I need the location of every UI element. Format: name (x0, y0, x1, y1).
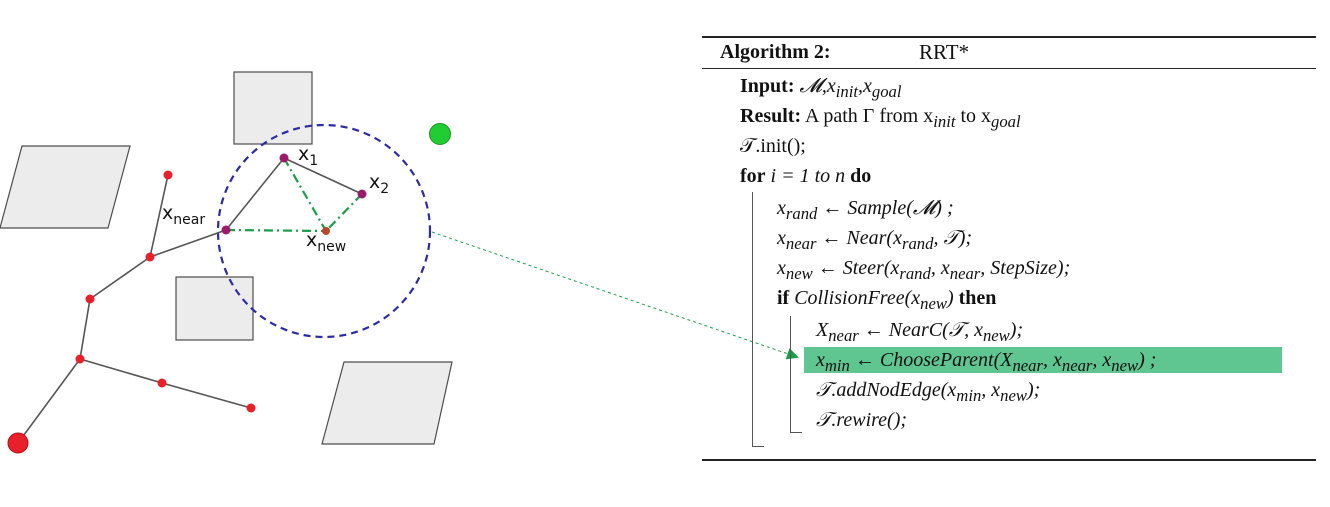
add-edge-line: 𝒯.addNodEdge(xmin, xnew); (816, 379, 1041, 405)
top-rule (702, 36, 1316, 38)
choose-parent-highlight (804, 347, 1282, 373)
algorithm-name: RRT* (919, 40, 970, 64)
near-radius-circle (216, 123, 432, 339)
label-x-new: xnew (306, 229, 346, 255)
candidate-edge-x1-new (283, 157, 327, 232)
tree-edge (79, 298, 91, 360)
tree-node (145, 252, 155, 262)
if-bracket (790, 316, 791, 432)
tree-edges (17, 157, 363, 444)
tree-edge (225, 157, 285, 231)
candidate-edge-near-new (225, 228, 327, 233)
start-node (7, 432, 29, 454)
if-bracket-end (790, 432, 802, 433)
steer-line: xnew ← Steer(xrand, xnear, StepSize); (777, 257, 1071, 283)
choose-parent-line: xmin ← ChooseParent(Xnear, xnear, xnew) … (816, 349, 1157, 375)
result-line: Result: A path Γ from xinit to xgoal (740, 105, 1021, 131)
near-c-line: Xnear ← NearC(𝒯, xnew); (816, 319, 1024, 345)
label-x-near: xnear (162, 202, 205, 228)
for-loop-bracket (752, 192, 753, 446)
tree-edge (149, 229, 227, 258)
tree-nodes (7, 123, 451, 454)
rewire-line: 𝒯.rewire(); (816, 409, 908, 431)
tree-node (85, 294, 95, 304)
connector-arrow (431, 231, 799, 360)
init-line: 𝒯.init(); (740, 135, 806, 157)
near-line: xnear ← Near(xrand, 𝒯); (777, 227, 973, 253)
for-loop-bracket-end (752, 446, 764, 447)
tree-edge (283, 157, 363, 195)
tree-node (246, 403, 256, 413)
tree-edge (161, 382, 252, 409)
obstacle-parallelogram-left (0, 145, 131, 229)
header-rule (702, 68, 1316, 69)
obstacle-parallelogram-right (321, 361, 453, 445)
tree-edge (17, 358, 81, 444)
label-x2: x2 (369, 171, 389, 197)
obstacles (0, 71, 453, 445)
tree-node (75, 354, 85, 364)
label-x1: x1 (298, 143, 318, 169)
node-x-near (221, 225, 231, 235)
node-x1 (279, 153, 289, 163)
tree-edge (149, 174, 169, 258)
tree-node (163, 170, 173, 180)
candidate-edges (225, 157, 363, 233)
tree-node (157, 378, 167, 388)
algorithm-box: Algorithm 2: RRT* Input: 𝓜,xinit,xgoal R… (702, 36, 1316, 461)
node-x2 (357, 189, 367, 199)
if-line: if CollisionFree(xnew) then (777, 287, 997, 313)
obstacle-square-middle (175, 276, 254, 341)
sample-line: xrand ← Sample(𝓜) ; (777, 197, 954, 223)
node-x-new (322, 227, 330, 235)
obstacle-square-top (233, 71, 313, 145)
bottom-rule (702, 459, 1316, 461)
tree-edge (89, 256, 151, 300)
tree-edge (79, 358, 163, 384)
for-line: for i = 1 to n do (740, 165, 872, 187)
algorithm-header: Algorithm 2: (720, 41, 831, 63)
input-line: Input: 𝓜,xinit,xgoal (740, 75, 902, 101)
candidate-edge-x2-new (325, 193, 363, 232)
goal-node (429, 123, 451, 145)
